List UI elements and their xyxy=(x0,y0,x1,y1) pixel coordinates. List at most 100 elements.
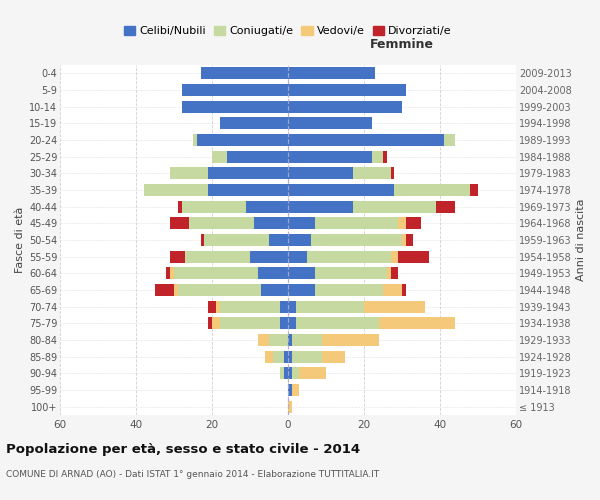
Bar xyxy=(288,150,371,162)
Bar xyxy=(398,250,428,262)
Bar xyxy=(371,150,383,162)
Bar xyxy=(269,334,288,346)
Bar xyxy=(288,234,311,246)
Bar xyxy=(220,300,280,312)
Bar xyxy=(391,168,394,179)
Bar xyxy=(288,218,314,230)
Bar xyxy=(273,350,284,362)
Bar xyxy=(280,318,288,330)
Bar xyxy=(212,318,220,330)
Bar xyxy=(227,150,288,162)
Bar xyxy=(402,284,406,296)
Bar xyxy=(292,334,322,346)
Bar xyxy=(288,284,314,296)
Bar xyxy=(383,284,402,296)
Bar xyxy=(296,318,379,330)
Bar xyxy=(292,368,299,380)
Bar xyxy=(314,284,383,296)
Bar xyxy=(220,318,280,330)
Bar xyxy=(257,268,288,280)
Bar xyxy=(170,218,189,230)
Bar xyxy=(193,134,197,146)
Bar xyxy=(197,134,288,146)
Bar xyxy=(208,300,216,312)
Bar xyxy=(143,184,208,196)
Bar xyxy=(391,268,398,280)
Bar xyxy=(208,184,288,196)
Y-axis label: Anni di nascita: Anni di nascita xyxy=(575,198,586,281)
Bar xyxy=(288,250,307,262)
Bar xyxy=(322,350,345,362)
Bar xyxy=(314,218,398,230)
Bar xyxy=(379,318,455,330)
Bar xyxy=(288,384,292,396)
Bar xyxy=(170,168,208,179)
Bar xyxy=(170,250,185,262)
Bar xyxy=(288,134,444,146)
Bar xyxy=(296,300,364,312)
Bar xyxy=(288,350,292,362)
Bar xyxy=(220,118,288,130)
Bar xyxy=(470,184,478,196)
Bar xyxy=(166,268,170,280)
Bar xyxy=(292,350,322,362)
Bar xyxy=(288,100,402,112)
Text: Popolazione per età, sesso e stato civile - 2014: Popolazione per età, sesso e stato civil… xyxy=(6,442,360,456)
Bar xyxy=(314,268,387,280)
Bar xyxy=(391,250,398,262)
Bar xyxy=(311,234,402,246)
Bar xyxy=(387,268,391,280)
Bar xyxy=(288,84,406,96)
Bar xyxy=(262,284,288,296)
Bar xyxy=(353,200,436,212)
Text: Femmine: Femmine xyxy=(370,38,434,51)
Bar xyxy=(182,200,246,212)
Bar xyxy=(170,268,174,280)
Bar xyxy=(200,234,205,246)
Bar xyxy=(208,168,288,179)
Bar xyxy=(288,334,292,346)
Bar xyxy=(288,368,292,380)
Bar xyxy=(353,168,391,179)
Bar xyxy=(444,134,455,146)
Bar xyxy=(364,300,425,312)
Bar xyxy=(288,268,314,280)
Bar xyxy=(208,318,212,330)
Bar xyxy=(394,184,470,196)
Bar xyxy=(269,234,288,246)
Bar xyxy=(406,218,421,230)
Bar xyxy=(398,218,406,230)
Bar xyxy=(288,184,394,196)
Bar xyxy=(174,284,178,296)
Bar xyxy=(307,250,391,262)
Bar xyxy=(189,218,254,230)
Bar xyxy=(383,150,387,162)
Bar xyxy=(284,368,288,380)
Bar xyxy=(288,118,371,130)
Bar xyxy=(250,250,288,262)
Bar xyxy=(254,218,288,230)
Bar xyxy=(265,350,273,362)
Bar xyxy=(174,268,257,280)
Bar xyxy=(182,84,288,96)
Bar xyxy=(299,368,326,380)
Bar xyxy=(246,200,288,212)
Bar xyxy=(212,150,227,162)
Bar xyxy=(200,68,288,80)
Y-axis label: Fasce di età: Fasce di età xyxy=(14,207,25,273)
Bar xyxy=(284,350,288,362)
Bar xyxy=(292,384,299,396)
Bar xyxy=(178,284,262,296)
Bar xyxy=(205,234,269,246)
Bar xyxy=(288,200,353,212)
Legend: Celibi/Nubili, Coniugati/e, Vedovi/e, Divorziati/e: Celibi/Nubili, Coniugati/e, Vedovi/e, Di… xyxy=(120,22,456,41)
Bar xyxy=(280,368,284,380)
Bar xyxy=(322,334,379,346)
Bar xyxy=(436,200,455,212)
Bar xyxy=(182,100,288,112)
Bar xyxy=(402,234,406,246)
Text: COMUNE DI ARNAD (AO) - Dati ISTAT 1° gennaio 2014 - Elaborazione TUTTITALIA.IT: COMUNE DI ARNAD (AO) - Dati ISTAT 1° gen… xyxy=(6,470,379,479)
Bar xyxy=(216,300,220,312)
Bar xyxy=(406,234,413,246)
Bar xyxy=(280,300,288,312)
